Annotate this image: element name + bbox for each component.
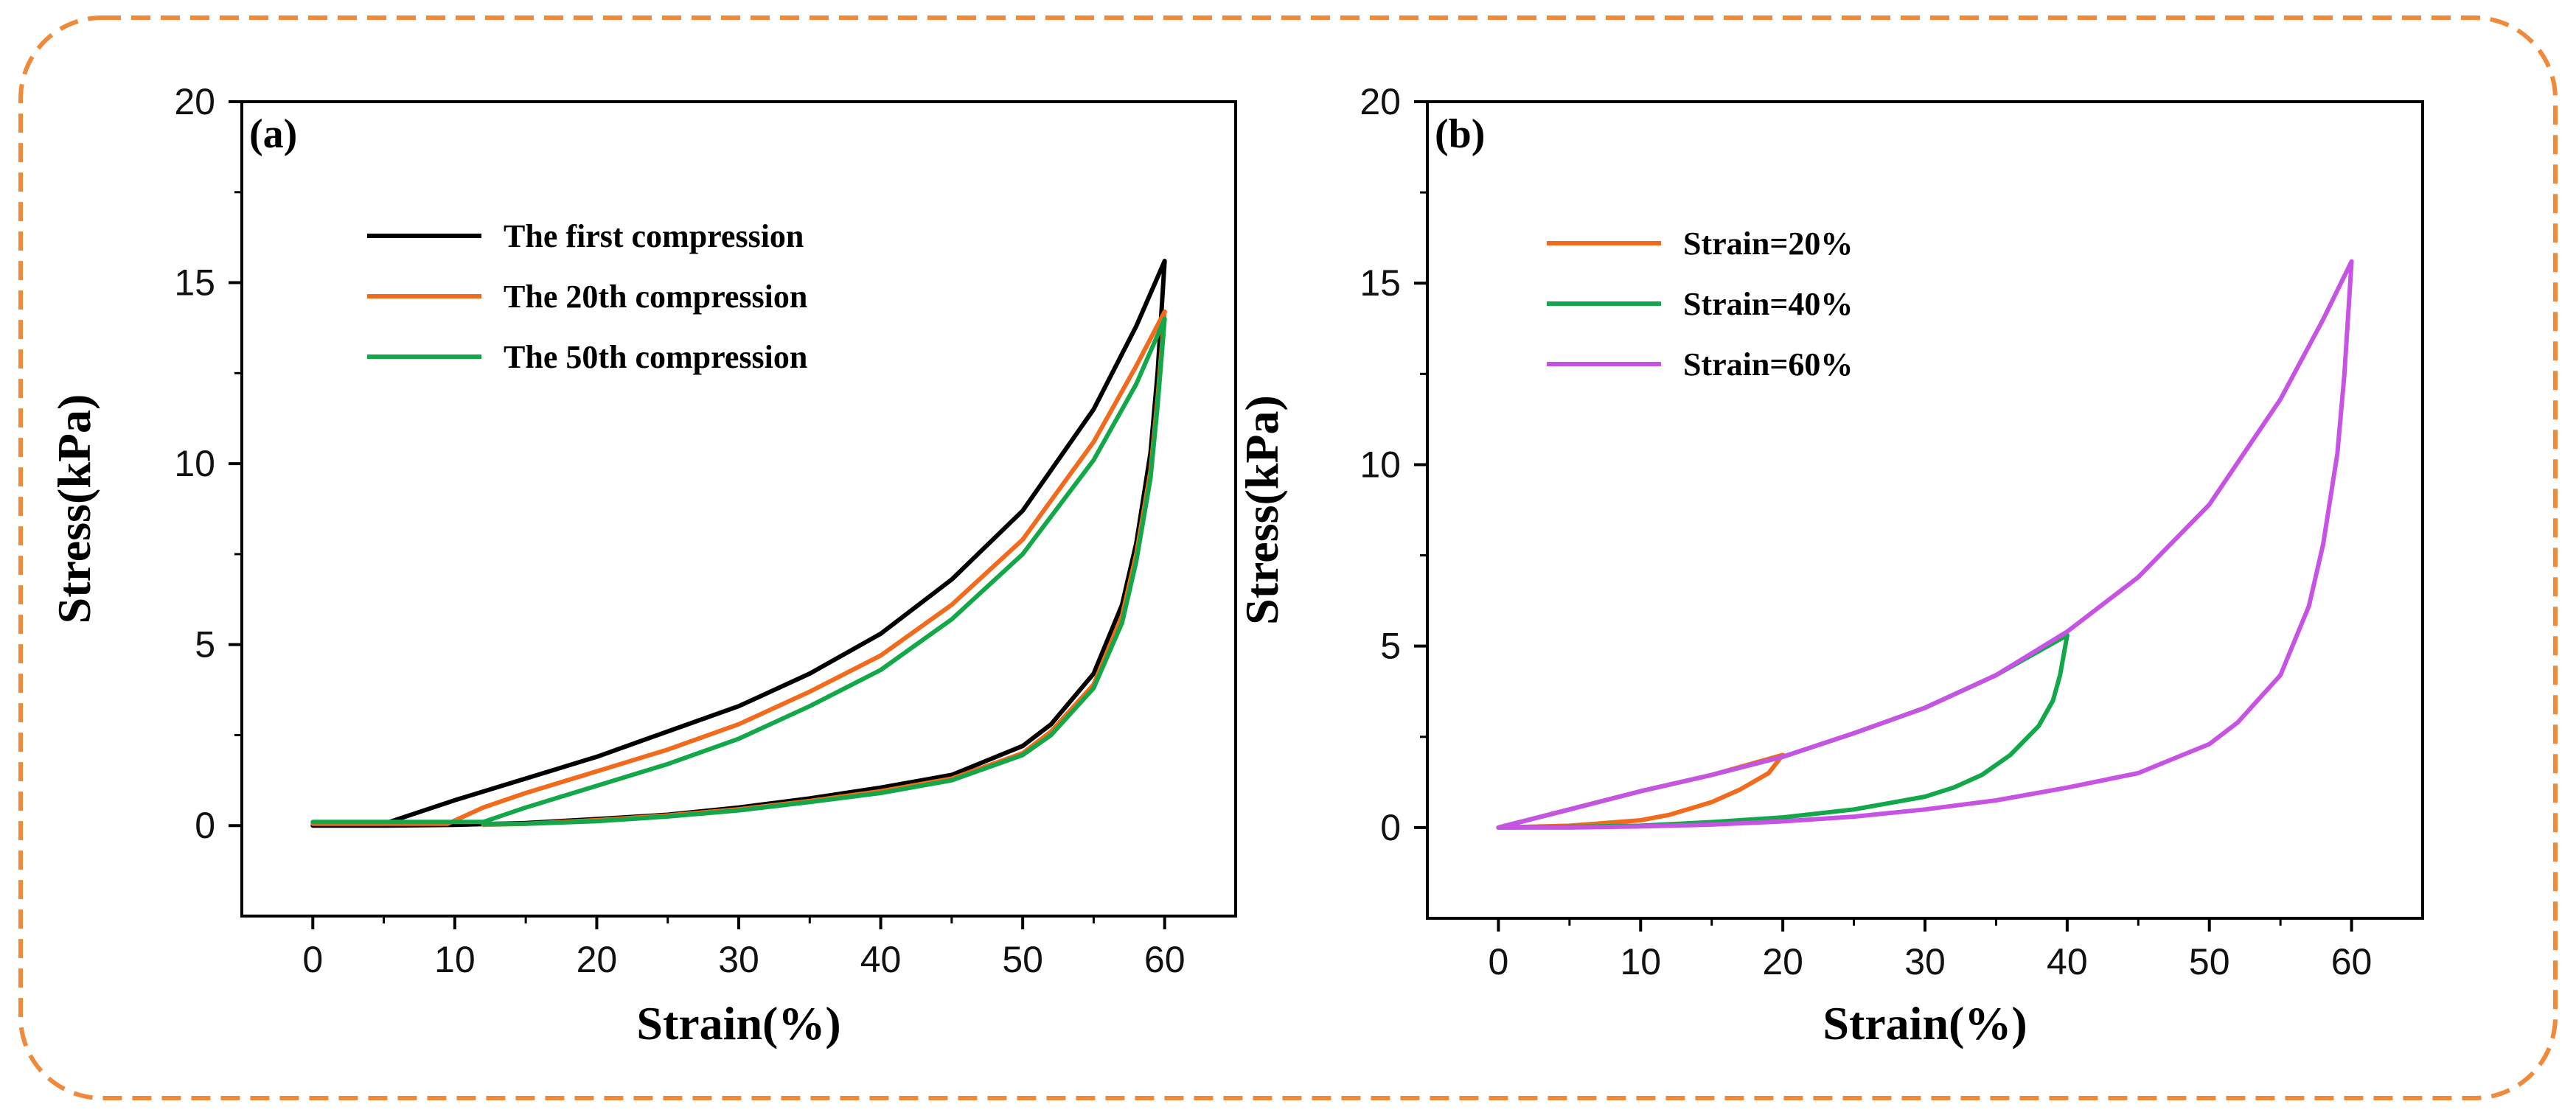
y-tick-label: 0 bbox=[1380, 807, 1401, 848]
y-tick-label: 20 bbox=[174, 81, 215, 122]
x-tick-label: 0 bbox=[302, 939, 323, 980]
series-line-2 bbox=[1496, 632, 2069, 830]
y-tick-label: 10 bbox=[1360, 444, 1401, 485]
x-tick-label: 20 bbox=[577, 939, 618, 980]
y-tick-label: 0 bbox=[195, 805, 215, 846]
x-tick-label: 30 bbox=[718, 939, 759, 980]
x-tick-label: 40 bbox=[2047, 941, 2088, 982]
series-line-3 bbox=[1496, 259, 2354, 830]
x-tick-label: 0 bbox=[1489, 941, 1509, 982]
x-tick-label: 60 bbox=[2331, 941, 2373, 982]
dashed-border bbox=[18, 15, 2558, 1100]
series-line-3 bbox=[310, 316, 1167, 826]
y-tick-label: 5 bbox=[1380, 626, 1401, 667]
x-axis-title: Strain(%) bbox=[636, 997, 840, 1049]
legend-label: The 20th compression bbox=[504, 279, 807, 315]
legend-label: Strain=20% bbox=[1683, 226, 1853, 262]
legend-label: The 50th compression bbox=[504, 339, 807, 375]
y-axis-title: Stress(kPa) bbox=[48, 394, 100, 624]
y-axis-title: Stress(kPa) bbox=[1236, 395, 1288, 625]
x-tick-label: 10 bbox=[434, 939, 476, 980]
panel-label: (b) bbox=[1435, 111, 1485, 157]
panel-b: 0 10 20 30 40 50 60 0 5 10 15 20 Strain(%) Stress(kPa… bbox=[1236, 81, 2424, 1049]
panel-label: (a) bbox=[249, 111, 297, 157]
x-tick-label: 50 bbox=[1002, 939, 1043, 980]
legend-label: Strain=60% bbox=[1683, 346, 1853, 382]
x-tick-label: 50 bbox=[2189, 941, 2230, 982]
legend-label: The first compression bbox=[504, 218, 804, 254]
x-tick-label: 30 bbox=[1904, 941, 1946, 982]
x-tick-label: 10 bbox=[1620, 941, 1661, 982]
x-tick-label: 60 bbox=[1144, 939, 1186, 980]
y-tick-label: 10 bbox=[174, 443, 215, 484]
y-tick-label: 5 bbox=[195, 624, 215, 665]
y-tick-label: 20 bbox=[1360, 81, 1401, 122]
y-tick-label: 15 bbox=[174, 262, 215, 304]
x-axis-title: Strain(%) bbox=[1823, 997, 2027, 1049]
x-tick-label: 20 bbox=[1762, 941, 1803, 982]
x-tick-label: 40 bbox=[860, 939, 902, 980]
legend-label: Strain=40% bbox=[1683, 286, 1853, 322]
series-line-2 bbox=[310, 309, 1167, 828]
panel-a: 0 10 20 30 40 50 60 0 5 10 15 20 Strain(%) Stress(kPa… bbox=[48, 81, 1237, 1049]
y-tick-label: 15 bbox=[1360, 262, 1401, 304]
